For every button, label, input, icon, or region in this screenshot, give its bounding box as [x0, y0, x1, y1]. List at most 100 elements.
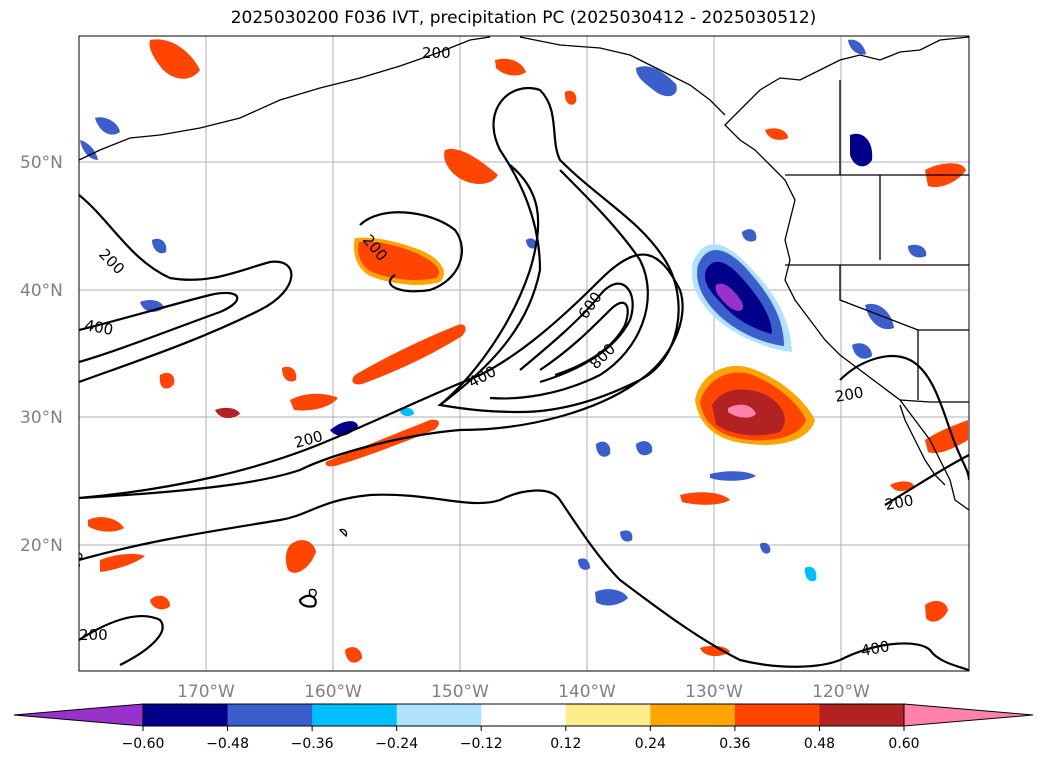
- lon-label-140: 140°W: [558, 682, 616, 702]
- gridlines: [79, 36, 969, 671]
- contour-label: 400: [860, 637, 891, 660]
- lat-label-20: 20°N: [20, 536, 63, 556]
- precip-negative-blob: [804, 566, 817, 582]
- lon-labels: 170°W 160°W 150°W 140°W 130°W 120°W: [177, 682, 870, 702]
- precip-negative-blob: [760, 542, 771, 554]
- precip-negative-blob: [852, 343, 872, 359]
- contour-label: 400: [83, 316, 114, 339]
- ivt-contour-200: [359, 211, 463, 293]
- colorbar-extend-right: [903, 703, 1034, 727]
- colorbar-segment: [481, 704, 567, 726]
- ivt-contour-800: [539, 301, 629, 377]
- lon-label-120: 120°W: [812, 682, 870, 702]
- contour-label: 200: [62, 549, 87, 581]
- precip-positive-blob: [680, 492, 730, 505]
- colorbar-segment: [734, 704, 820, 726]
- ivt-contour-400: [439, 164, 540, 406]
- coastline-alaska-inner: [519, 36, 726, 116]
- precip-positive-blob: [700, 645, 730, 657]
- precip-negative-blob: [595, 589, 628, 606]
- ivt-contour-400: [79, 291, 239, 364]
- colorbar-tick-label: −0.60: [122, 736, 165, 752]
- precip-positive-blob: [290, 393, 338, 411]
- colorbar-segment: [227, 704, 313, 726]
- contour-label: 200: [79, 626, 108, 644]
- colorbar-tick-label: 0.36: [719, 736, 750, 752]
- colorbar-extend-left: [13, 703, 144, 727]
- ivt-contours: [79, 87, 969, 671]
- coastline-hawaii: [308, 588, 317, 598]
- ivt-contour-200: [884, 454, 969, 506]
- ivt-contour-400: [79, 615, 164, 666]
- border-us-mexico: [899, 399, 969, 403]
- lon-label-160: 160°W: [304, 682, 362, 702]
- precip-negative-blob: [850, 133, 873, 167]
- colorbar-tick-label: −0.36: [291, 736, 334, 752]
- lat-label-30: 30°N: [20, 408, 63, 428]
- colorbar-segment: [650, 704, 736, 726]
- colorbar-segment: [819, 704, 905, 726]
- colorbar: −0.60 −0.48 −0.36 −0.24 −0.12 0.12 0.24 0.36 0.4…: [13, 703, 1034, 752]
- precip-positive-blob: [88, 517, 124, 532]
- precip-negative-blob: [596, 441, 611, 457]
- precip-shading: [80, 39, 968, 663]
- lat-label-40: 40°N: [20, 281, 63, 301]
- precip-positive-blob: [925, 420, 968, 454]
- ivt-contour-400: [839, 642, 969, 671]
- contour-label: 200: [422, 44, 451, 62]
- contour-label: 200: [834, 383, 865, 406]
- colorbar-tick-label: 0.60: [888, 736, 919, 752]
- colorbar-segment: [396, 704, 482, 726]
- colorbar-tick-label: 0.48: [804, 736, 835, 752]
- colorbar-tick-label: −0.48: [206, 736, 249, 752]
- colorbar-tick-label: 0.12: [550, 736, 581, 752]
- lon-label-170: 170°W: [177, 682, 235, 702]
- precip-negative-blob: [742, 229, 757, 242]
- coastlines: [79, 36, 969, 598]
- precip-positive-blob: [215, 407, 240, 419]
- precip-positive-blob: [100, 553, 145, 572]
- precip-positive-blob: [150, 595, 170, 610]
- lon-label-150: 150°W: [431, 682, 489, 702]
- lat-labels: 50°N 40°N 30°N 20°N: [20, 153, 63, 556]
- precip-negative-blob: [865, 303, 894, 330]
- precip-positive-blob: [728, 404, 756, 418]
- ivt-contour-200: [298, 594, 317, 608]
- precip-negative-blob: [80, 140, 98, 160]
- precip-negative-blob: [715, 283, 744, 311]
- precip-positive-blob: [495, 58, 526, 76]
- precip-positive-blob: [345, 647, 362, 663]
- coastline-baja: [899, 404, 946, 486]
- ivt-contour-200: [79, 194, 293, 384]
- precip-negative-blob: [152, 238, 167, 254]
- ivt-contour-200: [79, 87, 684, 500]
- coastline-alaska: [79, 36, 491, 161]
- precip-negative-blob: [636, 66, 677, 97]
- colorbar-tick-label: −0.12: [460, 736, 503, 752]
- precip-negative-blob: [636, 441, 653, 456]
- precip-positive-blob: [282, 366, 297, 382]
- precip-positive-blob: [444, 149, 498, 185]
- precip-negative-blob: [526, 238, 537, 249]
- precip-positive-blob: [925, 600, 948, 622]
- map-panel: [79, 36, 969, 671]
- precip-positive-band: [352, 324, 466, 385]
- colorbar-segment: [312, 704, 398, 726]
- precip-negative-blob: [620, 530, 633, 542]
- precip-positive-blob: [159, 372, 175, 389]
- coastline-hawaii: [338, 528, 348, 538]
- colorbar-segment: [565, 704, 651, 726]
- precip-positive-band: [358, 241, 440, 280]
- precip-negative-blob: [578, 558, 590, 570]
- ivt-contour-200: [79, 489, 841, 668]
- colorbar-segment: [143, 704, 229, 726]
- map-frame: [78, 35, 970, 672]
- coastline-north-america: [724, 36, 969, 511]
- precip-negative-blob: [848, 39, 866, 55]
- precip-negative-blob: [710, 471, 756, 481]
- precip-positive-blob: [890, 481, 914, 492]
- colorbar-tick-label: 0.24: [635, 736, 666, 752]
- lat-label-50: 50°N: [20, 153, 63, 173]
- precip-positive-blob: [765, 128, 788, 140]
